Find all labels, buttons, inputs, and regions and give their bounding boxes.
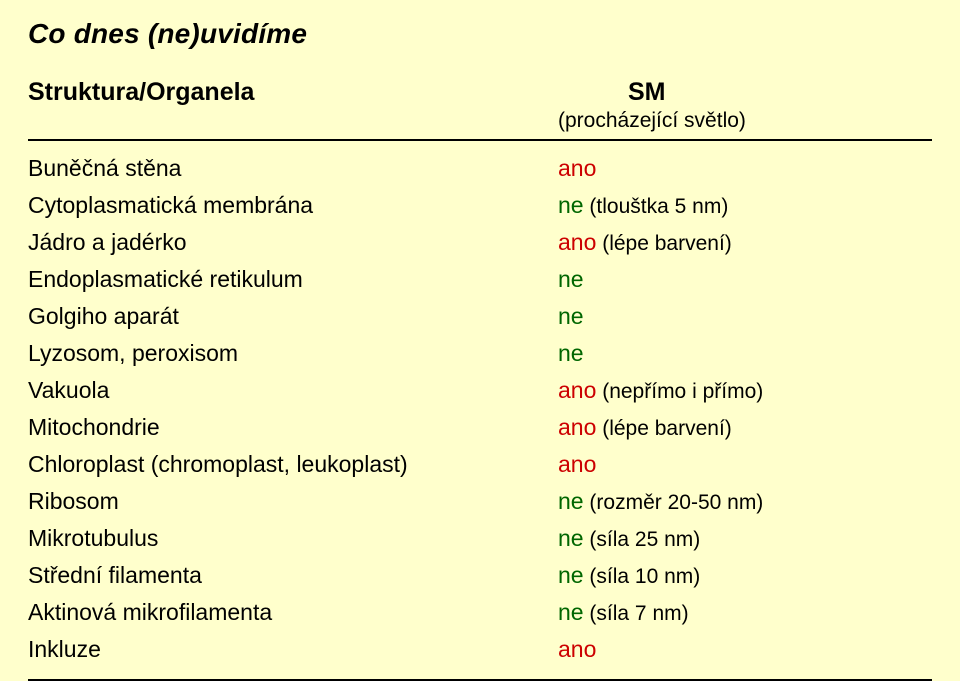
- row-flag: ne: [558, 340, 584, 366]
- row-note: (lépe barvení): [596, 232, 731, 255]
- table-row: Chloroplast (chromoplast, leukoplast) ano: [28, 451, 932, 484]
- row-note: (tlouštka 5 nm): [584, 195, 729, 218]
- row-flag: ne: [558, 599, 584, 625]
- table-row: Aktinová mikrofilamenta ne (síla 7 nm): [28, 599, 932, 632]
- row-note: (nepřímo i přímo): [596, 380, 763, 403]
- row-label: Inkluze: [28, 636, 101, 662]
- row-flag: ne: [558, 266, 584, 292]
- header-left: Struktura/Organela: [28, 78, 558, 107]
- row-label: Lyzosom, peroxisom: [28, 340, 238, 366]
- row-flag: ne: [558, 525, 584, 551]
- row-label: Cytoplasmatická membrána: [28, 192, 313, 218]
- header-row: Struktura/Organela SM (procházející svět…: [28, 78, 932, 133]
- row-label: Chloroplast (chromoplast, leukoplast): [28, 451, 408, 477]
- table-row: Golgiho aparát ne: [28, 303, 932, 336]
- row-label: Ribosom: [28, 488, 119, 514]
- table-row: Buněčná stěna ano: [28, 155, 932, 188]
- row-flag: ne: [558, 192, 584, 218]
- table-row: Jádro a jadérko ano (lépe barvení): [28, 229, 932, 262]
- table-row: Ribosom ne (rozměr 20-50 nm): [28, 488, 932, 521]
- row-label: Střední filamenta: [28, 562, 202, 588]
- row-flag: ne: [558, 562, 584, 588]
- row-note: (lépe barvení): [596, 417, 731, 440]
- table-row: Endoplasmatické retikulum ne: [28, 266, 932, 299]
- row-label: Golgiho aparát: [28, 303, 179, 329]
- row-flag: ano: [558, 155, 596, 181]
- row-label: Mikrotubulus: [28, 525, 158, 551]
- table-row: Lyzosom, peroxisom ne: [28, 340, 932, 373]
- row-label: Endoplasmatické retikulum: [28, 266, 303, 292]
- row-flag: ne: [558, 303, 584, 329]
- header-right: SM: [558, 78, 932, 107]
- row-flag: ano: [558, 414, 596, 440]
- table-row: Cytoplasmatická membrána ne (tlouštka 5 n…: [28, 192, 932, 225]
- separator-line: [28, 139, 932, 141]
- row-flag: ano: [558, 451, 596, 477]
- table-row: Mitochondrie ano (lépe barvení): [28, 414, 932, 447]
- row-flag: ano: [558, 377, 596, 403]
- row-flag: ano: [558, 229, 596, 255]
- row-label: Vakuola: [28, 377, 109, 403]
- page-title: Co dnes (ne)uvidíme: [28, 18, 932, 50]
- header-right-sub: (procházející světlo): [558, 109, 932, 133]
- table-row: Střední filamenta ne (síla 10 nm): [28, 562, 932, 595]
- row-label: Buněčná stěna: [28, 155, 181, 181]
- row-label: Mitochondrie: [28, 414, 160, 440]
- row-flag: ano: [558, 636, 596, 662]
- row-note: (síla 7 nm): [584, 602, 689, 625]
- row-label: Jádro a jadérko: [28, 229, 187, 255]
- table-row: Mikrotubulus ne (síla 25 nm): [28, 525, 932, 558]
- rows-container: Buněčná stěna ano Cytoplasmatická membrána…: [28, 155, 932, 669]
- table-row: Vakuola ano (nepřímo i přímo): [28, 377, 932, 410]
- row-flag: ne: [558, 488, 584, 514]
- row-note: (síla 10 nm): [584, 565, 701, 588]
- row-note: (rozměr 20-50 nm): [584, 491, 764, 514]
- table-row: Inkluze ano: [28, 636, 932, 669]
- row-note: (síla 25 nm): [584, 528, 701, 551]
- row-label: Aktinová mikrofilamenta: [28, 599, 272, 625]
